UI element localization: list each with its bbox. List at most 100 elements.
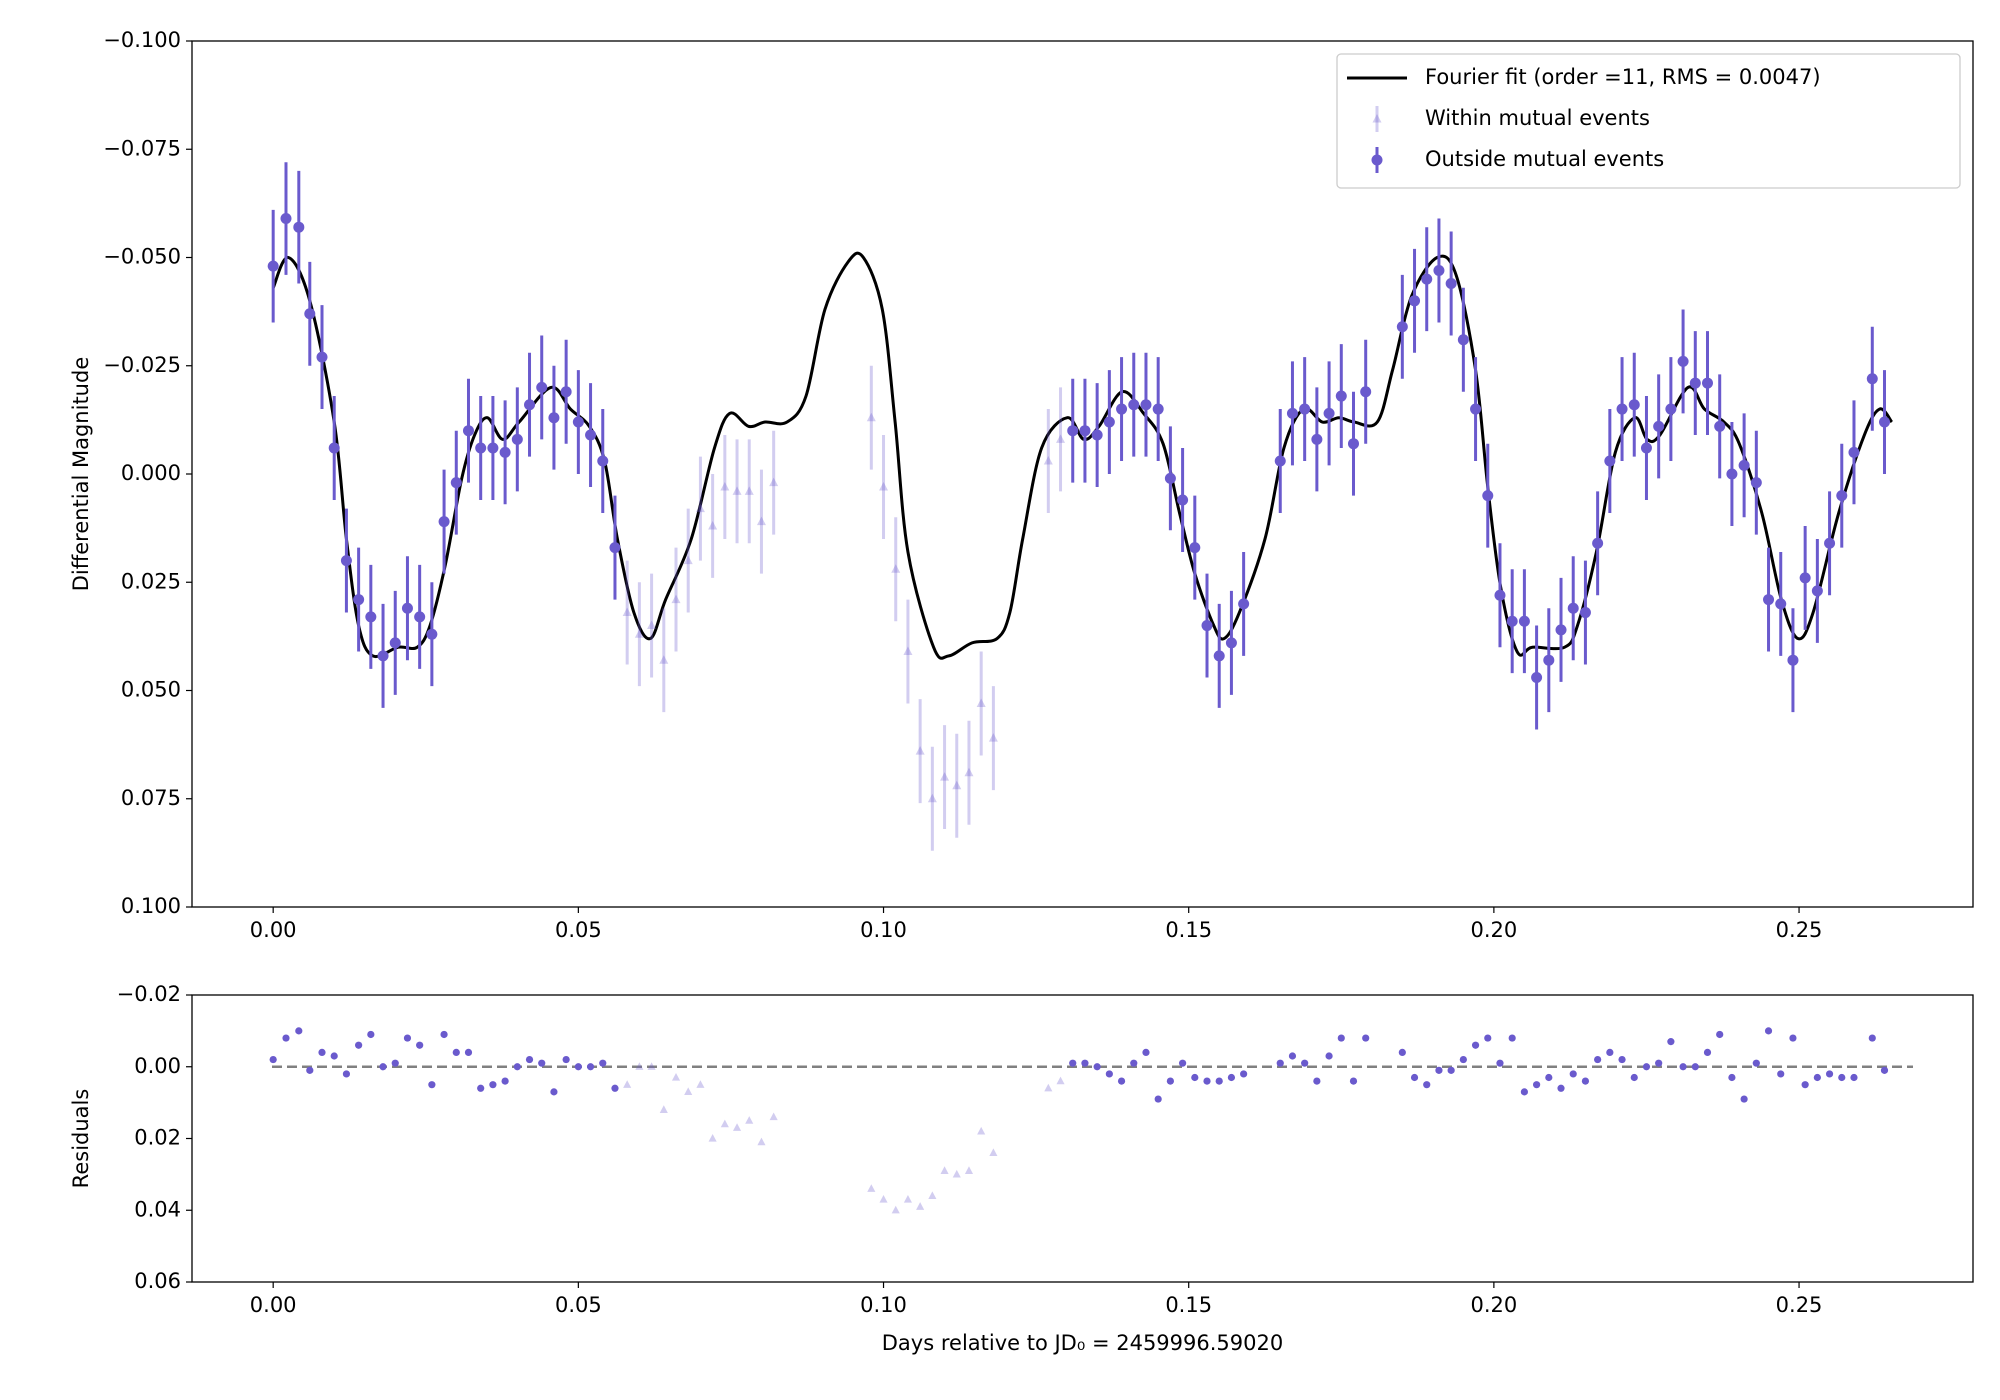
marker [389, 637, 401, 649]
marker [1056, 434, 1066, 443]
marker [866, 412, 876, 422]
marker [499, 446, 511, 458]
marker [1360, 386, 1372, 398]
marker [1372, 114, 1382, 123]
marker [1471, 1041, 1480, 1049]
marker [501, 1077, 509, 1085]
marker [756, 516, 766, 526]
marker [989, 1148, 998, 1156]
marker [635, 1062, 644, 1070]
x-tick-label: 0.15 [1165, 918, 1212, 942]
marker [1423, 1081, 1431, 1089]
marker [1594, 1055, 1602, 1064]
marker [464, 1048, 473, 1056]
marker [1848, 446, 1860, 458]
marker [964, 1166, 974, 1174]
marker [1409, 295, 1421, 307]
marker [940, 772, 950, 781]
marker [269, 1055, 277, 1064]
marker [452, 1048, 460, 1056]
y-tick-label: −0.02 [117, 982, 181, 1006]
marker [574, 1063, 582, 1071]
marker [1166, 1077, 1174, 1085]
marker [1569, 1070, 1577, 1078]
marker [1154, 1095, 1162, 1103]
marker [1866, 373, 1878, 385]
marker [401, 602, 413, 614]
marker [1203, 1077, 1211, 1085]
marker [487, 442, 499, 454]
marker [732, 1123, 742, 1131]
marker [1653, 420, 1665, 432]
marker [367, 1030, 375, 1039]
marker [426, 628, 438, 640]
marker [1103, 416, 1115, 428]
marker [414, 611, 426, 623]
x-tick-label: 0.15 [1165, 1293, 1212, 1317]
legend-label: Outside mutual events [1425, 147, 1664, 171]
y-tick-label: 0.100 [121, 894, 181, 918]
marker [1117, 1077, 1126, 1085]
y-tick-label: −0.075 [103, 136, 181, 160]
marker [622, 607, 632, 617]
marker [306, 1066, 314, 1074]
marker [671, 1073, 681, 1081]
marker [1640, 442, 1652, 454]
marker [1665, 403, 1677, 415]
marker [1630, 1073, 1638, 1082]
marker [1642, 1063, 1651, 1071]
marker [1533, 1081, 1541, 1089]
marker [1470, 403, 1482, 415]
marker [1482, 490, 1494, 502]
marker [1201, 620, 1213, 632]
marker [1655, 1059, 1663, 1067]
marker [720, 481, 730, 491]
marker [927, 793, 937, 803]
marker [769, 477, 779, 487]
marker [1824, 537, 1836, 549]
marker [940, 1166, 949, 1174]
marker [1738, 459, 1750, 471]
marker [1878, 416, 1890, 428]
marker [1581, 1077, 1590, 1085]
marker [683, 555, 693, 565]
marker [708, 520, 718, 530]
marker [1799, 572, 1811, 584]
marker [316, 351, 328, 363]
marker [1557, 1084, 1565, 1092]
marker [1811, 585, 1823, 597]
marker [293, 221, 305, 233]
marker [1421, 273, 1433, 285]
axes-frame [191, 40, 1974, 908]
marker [536, 381, 548, 393]
marker [1447, 1066, 1455, 1074]
marker [1691, 1063, 1699, 1071]
marker [1178, 1059, 1187, 1067]
legend-label: Within mutual events [1425, 106, 1650, 130]
marker [708, 1134, 717, 1142]
marker [1726, 468, 1738, 480]
marker [1604, 455, 1616, 467]
marker [1410, 1073, 1419, 1082]
y-tick-label: 0.025 [121, 569, 181, 593]
y-tick-label: 0.00 [134, 1054, 181, 1078]
marker [377, 650, 389, 662]
marker [282, 1034, 290, 1042]
marker [267, 260, 279, 272]
x-tick-label: 0.25 [1776, 918, 1823, 942]
marker [1301, 1059, 1309, 1067]
marker [1081, 1059, 1089, 1067]
axes-frame [191, 994, 1974, 1283]
marker [952, 780, 962, 790]
marker [671, 594, 681, 604]
marker [757, 1137, 766, 1146]
marker [977, 1126, 986, 1135]
marker [1750, 477, 1762, 489]
y-tick-label: −0.050 [103, 245, 181, 269]
marker [586, 1063, 595, 1071]
marker [916, 1202, 925, 1210]
marker [720, 1119, 729, 1128]
marker [1044, 1083, 1053, 1092]
marker [355, 1041, 363, 1049]
